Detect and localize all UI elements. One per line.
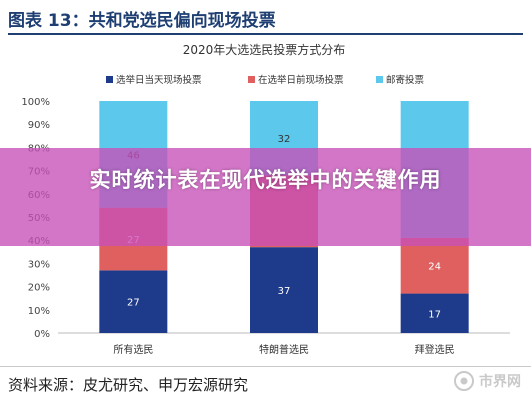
bar-value-label: 17 — [428, 309, 441, 320]
legend-swatch — [248, 76, 255, 83]
chart-title: 2020年大选选民投票方式分布 — [183, 42, 346, 57]
headline-text: 实时统计表在现代选举中的关键作用 — [89, 168, 442, 192]
y-tick-label: 90% — [28, 120, 50, 131]
source-note: 资料来源：皮尤研究、申万宏源研究 — [8, 376, 249, 394]
header-divider — [8, 33, 523, 35]
watermark-logo-icon — [454, 371, 474, 391]
watermark: 市界网 — [453, 370, 521, 392]
headline-banner: 实时统计表在现代选举中的关键作用 — [0, 148, 531, 246]
y-tick-label: 100% — [21, 97, 50, 108]
watermark-text: 市界网 — [479, 374, 521, 390]
bar-segment — [400, 293, 469, 333]
footer: 资料来源：皮尤研究、申万宏源研究 市界网 — [0, 366, 531, 401]
x-tick-label: 所有选民 — [113, 343, 153, 356]
x-tick-label: 特朗普选民 — [259, 343, 309, 356]
y-tick-label: 30% — [28, 259, 50, 270]
bar-value-label: 27 — [127, 298, 140, 309]
legend-label: 邮寄投票 — [386, 74, 425, 86]
bar-value-label: 24 — [428, 262, 441, 273]
y-tick-label: 20% — [28, 283, 50, 294]
legend-swatch — [376, 76, 383, 83]
figure-header: 图表 13：共和党选民偏向现场投票 — [0, 0, 531, 36]
figure-title: 图表 13：共和党选民偏向现场投票 — [8, 11, 276, 31]
y-tick-label: 0% — [34, 329, 50, 340]
legend-swatch — [106, 76, 113, 83]
y-tick-label: 10% — [28, 306, 50, 317]
bar-value-label: 37 — [278, 286, 291, 297]
legend-label: 选举日当天现场投票 — [116, 74, 202, 86]
bar-segment — [99, 270, 168, 333]
bar-value-label: 32 — [278, 134, 291, 145]
legend-label: 在选举日前现场投票 — [258, 74, 344, 86]
x-tick-label: 拜登选民 — [415, 343, 455, 356]
bar-segment — [250, 247, 318, 333]
bar-segment — [400, 237, 469, 294]
